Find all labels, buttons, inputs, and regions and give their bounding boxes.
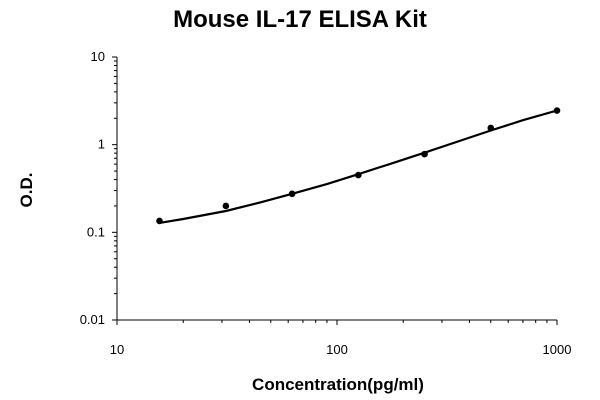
data-point xyxy=(553,107,561,114)
x-tick-label: 10 xyxy=(110,342,124,357)
fit-curve-line xyxy=(159,109,558,224)
chart-title: Mouse IL-17 ELISA Kit xyxy=(173,6,427,33)
plot-area: 0.01 0.1 1 10 10 100 1000 xyxy=(80,49,572,357)
data-point xyxy=(288,190,296,198)
y-axis-label: O.D. xyxy=(17,173,36,208)
x-tick-label: 1000 xyxy=(543,342,572,357)
data-point xyxy=(421,150,428,158)
data-point xyxy=(156,217,163,225)
data-point xyxy=(487,124,495,132)
y-tick-label: 0.1 xyxy=(87,224,105,239)
y-tick-label: 10 xyxy=(91,49,105,64)
y-tick-label: 1 xyxy=(98,137,105,152)
data-point xyxy=(222,202,230,210)
data-point xyxy=(355,171,362,179)
y-tick-label: 0.01 xyxy=(80,312,105,327)
x-tick-label: 100 xyxy=(326,342,348,357)
x-axis-label: Concentration(pg/ml) xyxy=(252,375,424,394)
